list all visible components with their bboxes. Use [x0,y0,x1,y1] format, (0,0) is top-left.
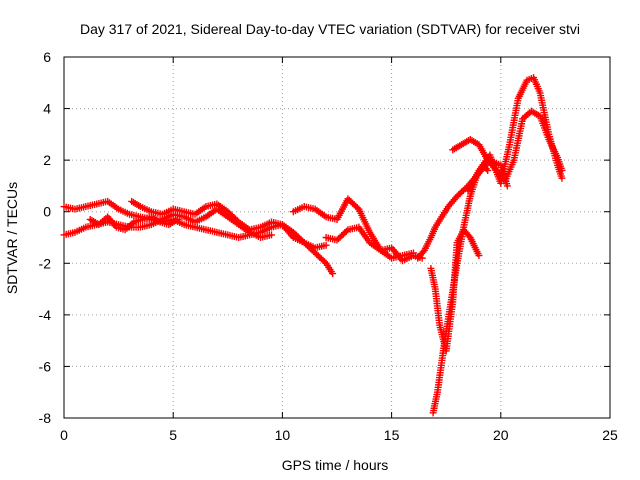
data-point [465,232,473,240]
data-point [419,248,427,256]
y-tick-label: 6 [43,49,51,65]
data-point [484,166,492,174]
y-axis-label: SDTVAR / TECUs [4,182,20,294]
x-axis-label: GPS time / hours [282,457,389,473]
data-point [503,182,511,190]
x-tick-label: 10 [275,427,291,443]
x-tick-label: 5 [169,427,177,443]
data-point [329,270,337,278]
chart-title: Day 317 of 2021, Sidereal Day-to-day VTE… [80,21,580,37]
y-tick-label: -8 [39,410,52,426]
series-arc-6 [322,223,426,265]
series-arc-4 [128,197,330,252]
data-point [558,174,566,182]
y-tick-label: 4 [43,101,51,117]
data-point [353,204,361,212]
x-axis: 0 5 10 15 20 25 [60,57,618,443]
x-tick-label: 15 [384,427,400,443]
data-point [322,241,330,249]
y-tick-label: -6 [39,358,52,374]
series-arc-5 [289,195,417,262]
data-point [267,231,275,239]
y-tick-label: -2 [39,255,52,271]
data-points [60,74,566,417]
x-tick-label: 20 [493,427,509,443]
grid [64,57,610,418]
y-tick-label: -4 [39,307,52,323]
series-arc-9 [429,161,492,417]
y-tick-label: 0 [43,204,51,220]
data-point [174,215,182,223]
series-arc-11 [464,74,566,195]
y-axis: -8 -6 -4 -2 0 2 4 6 [39,49,610,426]
data-point [475,252,483,260]
x-tick-label: 0 [60,427,68,443]
series-arc-3 [86,213,182,234]
data-point [342,227,350,235]
data-point [321,258,329,266]
y-tick-label: 2 [43,152,51,168]
x-tick-label: 25 [602,427,618,443]
